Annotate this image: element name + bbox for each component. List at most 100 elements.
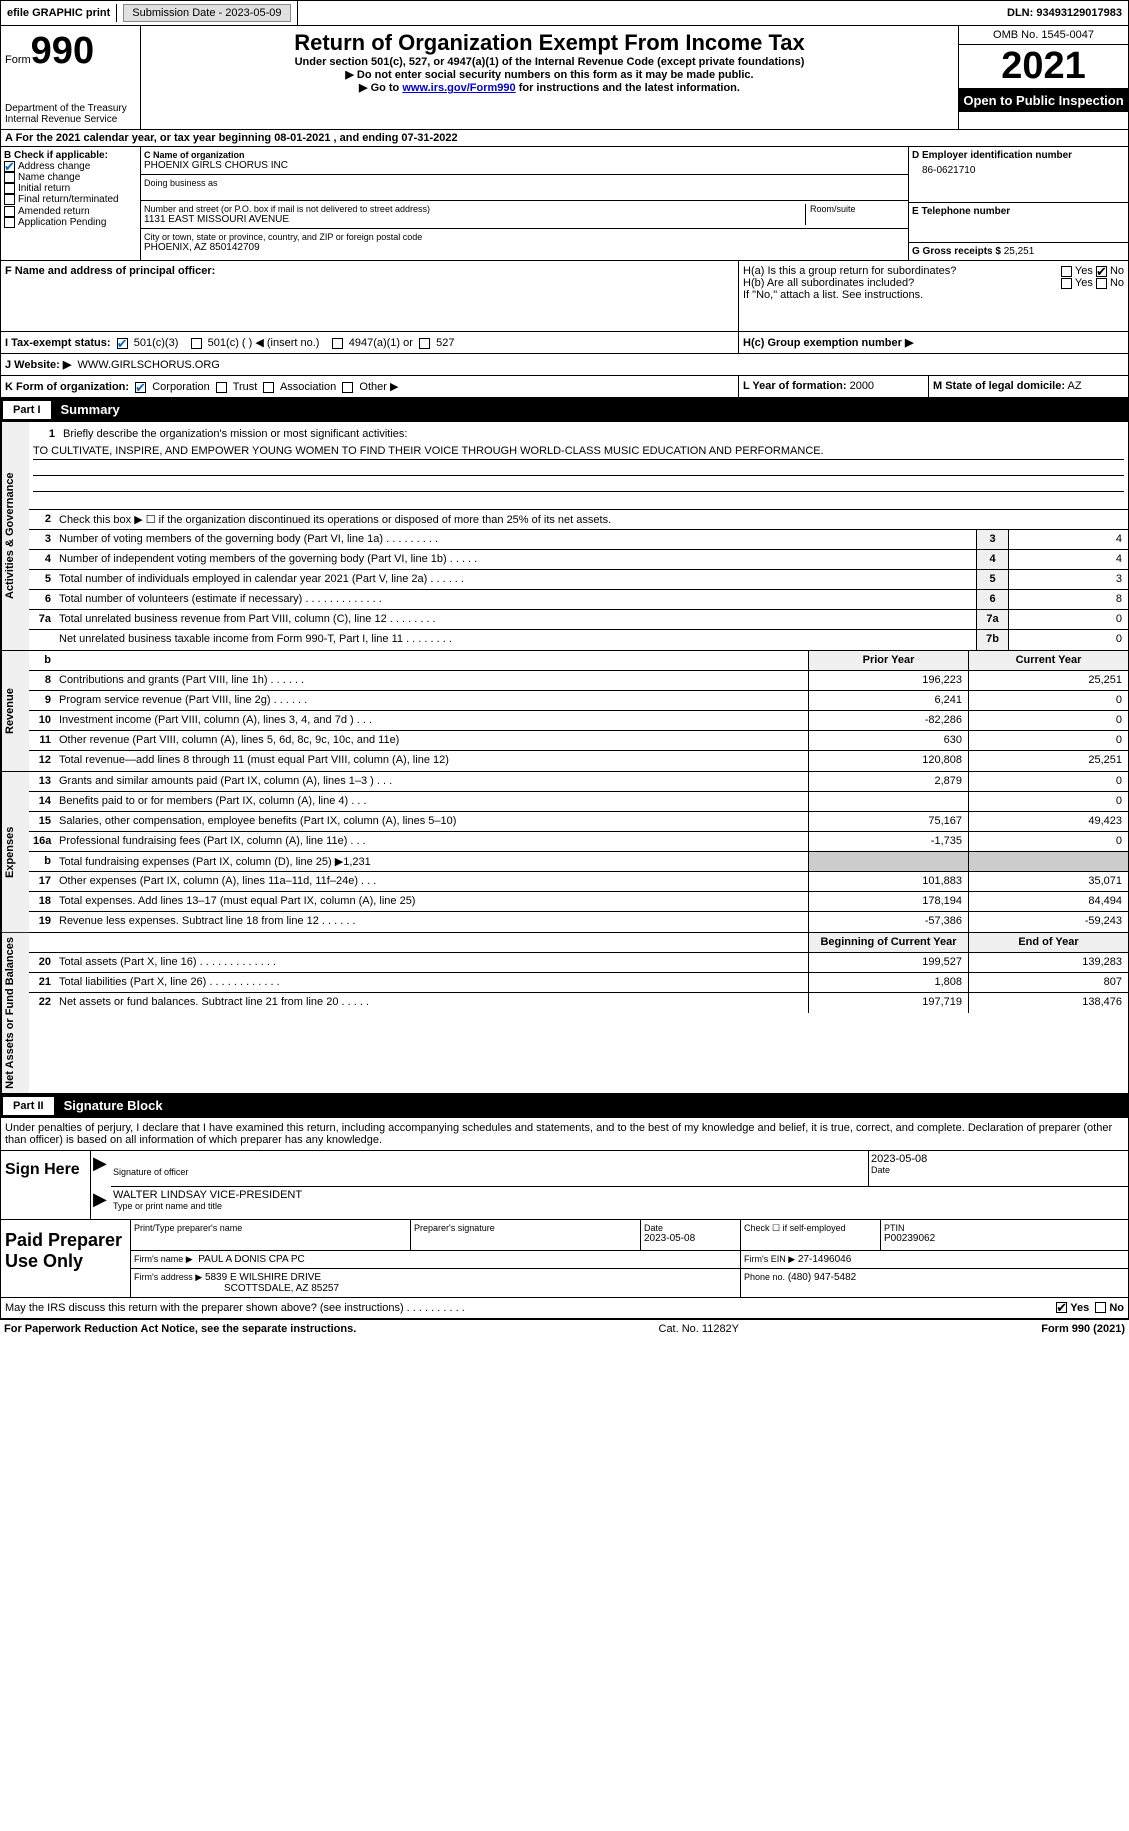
summary-line: 11Other revenue (Part VIII, column (A), … bbox=[29, 731, 1128, 751]
sign-here-label: Sign Here bbox=[1, 1151, 91, 1219]
row-j-website: J Website: ▶ WWW.GIRLSCHORUS.ORG bbox=[0, 354, 1129, 376]
prep-date: 2023-05-08 bbox=[644, 1233, 737, 1244]
vtab-expenses: Expenses bbox=[1, 772, 29, 932]
h-note: If "No," attach a list. See instructions… bbox=[743, 289, 1124, 301]
h-a-yes[interactable] bbox=[1061, 266, 1072, 277]
paperwork-notice: For Paperwork Reduction Act Notice, see … bbox=[4, 1323, 356, 1335]
chk-amended[interactable] bbox=[4, 206, 15, 217]
h-a-label: H(a) Is this a group return for subordin… bbox=[743, 265, 1061, 277]
firm-address-2: SCOTTSDALE, AZ 85257 bbox=[224, 1283, 339, 1294]
gov-line: 7aTotal unrelated business revenue from … bbox=[29, 610, 1128, 630]
org-name: PHOENIX GIRLS CHORUS INC bbox=[144, 160, 905, 171]
gov-line: Net unrelated business taxable income fr… bbox=[29, 630, 1128, 650]
gov-line: 5Total number of individuals employed in… bbox=[29, 570, 1128, 590]
chk-trust[interactable] bbox=[216, 382, 227, 393]
hdr-begin-year: Beginning of Current Year bbox=[808, 933, 968, 952]
h-b-no[interactable] bbox=[1096, 278, 1107, 289]
vtab-governance: Activities & Governance bbox=[1, 422, 29, 650]
efile-cell: efile GRAPHIC print bbox=[1, 4, 117, 22]
street-label: Number and street (or P.O. box if mail i… bbox=[144, 204, 805, 214]
form-ref: Form 990 (2021) bbox=[1041, 1323, 1125, 1335]
section-bcdeg: B Check if applicable: Address change Na… bbox=[0, 147, 1129, 261]
dba-label: Doing business as bbox=[144, 178, 905, 188]
chk-corp[interactable] bbox=[135, 382, 146, 393]
phone-label: E Telephone number bbox=[912, 206, 1125, 217]
h-c-label: H(c) Group exemption number ▶ bbox=[738, 332, 1128, 353]
col-b-checkboxes: B Check if applicable: Address change Na… bbox=[1, 147, 141, 260]
chk-other[interactable] bbox=[342, 382, 353, 393]
summary-line: 21Total liabilities (Part X, line 26) . … bbox=[29, 973, 1128, 993]
chk-pending[interactable] bbox=[4, 217, 15, 228]
hdr-prior-year: Prior Year bbox=[808, 651, 968, 670]
dln-cell: DLN: 93493129017983 bbox=[1001, 4, 1128, 22]
section-governance: Activities & Governance 1Briefly describ… bbox=[0, 422, 1129, 651]
section-revenue: Revenue b Prior Year Current Year 8Contr… bbox=[0, 651, 1129, 772]
chk-name-change[interactable] bbox=[4, 172, 15, 183]
summary-line: 15Salaries, other compensation, employee… bbox=[29, 812, 1128, 832]
sig-officer-label: Signature of officer bbox=[113, 1167, 866, 1177]
officer-name-title: WALTER LINDSAY VICE-PRESIDENT bbox=[113, 1189, 1126, 1201]
h-b-label: H(b) Are all subordinates included? bbox=[743, 277, 1061, 289]
h-a-no[interactable] bbox=[1096, 266, 1107, 277]
ein-label: D Employer identification number bbox=[912, 150, 1125, 161]
chk-4947[interactable] bbox=[332, 338, 343, 349]
top-bar: efile GRAPHIC print Submission Date - 20… bbox=[0, 0, 1129, 26]
discuss-no[interactable] bbox=[1095, 1302, 1106, 1313]
tax-year: 2021 bbox=[959, 45, 1128, 89]
summary-line: 16aProfessional fundraising fees (Part I… bbox=[29, 832, 1128, 852]
city-state-zip: PHOENIX, AZ 850142709 bbox=[144, 242, 905, 253]
vtab-revenue: Revenue bbox=[1, 651, 29, 771]
omb-number: OMB No. 1545-0047 bbox=[959, 26, 1128, 45]
summary-line: 8Contributions and grants (Part VIII, li… bbox=[29, 671, 1128, 691]
mission-text: TO CULTIVATE, INSPIRE, AND EMPOWER YOUNG… bbox=[33, 443, 1124, 460]
row-a-tax-year: A For the 2021 calendar year, or tax yea… bbox=[0, 130, 1129, 147]
chk-initial-return[interactable] bbox=[4, 183, 15, 194]
website-value: WWW.GIRLSCHORUS.ORG bbox=[77, 359, 219, 371]
discuss-yes[interactable] bbox=[1056, 1302, 1067, 1313]
row-f-h: F Name and address of principal officer:… bbox=[0, 261, 1129, 332]
gov-line: 4Number of independent voting members of… bbox=[29, 550, 1128, 570]
ptin-value: P00239062 bbox=[884, 1233, 1125, 1244]
irs-link[interactable]: www.irs.gov/Form990 bbox=[402, 82, 515, 94]
submission-date-button[interactable]: Submission Date - 2023-05-09 bbox=[123, 4, 290, 22]
summary-line: 22Net assets or fund balances. Subtract … bbox=[29, 993, 1128, 1013]
discuss-label: May the IRS discuss this return with the… bbox=[5, 1302, 1056, 1314]
gov-line: 6Total number of volunteers (estimate if… bbox=[29, 590, 1128, 610]
gov-line: 3Number of voting members of the governi… bbox=[29, 530, 1128, 550]
summary-line: 10Investment income (Part VIII, column (… bbox=[29, 711, 1128, 731]
part-i-header: Part I Summary bbox=[0, 398, 1129, 422]
summary-line: 13Grants and similar amounts paid (Part … bbox=[29, 772, 1128, 792]
note-link: ▶ Go to www.irs.gov/Form990 for instruct… bbox=[145, 81, 954, 94]
department: Department of the Treasury Internal Reve… bbox=[5, 103, 136, 125]
chk-501c3[interactable] bbox=[117, 338, 128, 349]
firm-address-1: 5839 E WILSHIRE DRIVE bbox=[205, 1272, 321, 1283]
summary-line: 17Other expenses (Part IX, column (A), l… bbox=[29, 872, 1128, 892]
chk-assoc[interactable] bbox=[263, 382, 274, 393]
chk-527[interactable] bbox=[419, 338, 430, 349]
room-label: Room/suite bbox=[810, 204, 905, 214]
org-name-label: C Name of organization bbox=[144, 150, 905, 160]
main-title: Return of Organization Exempt From Incom… bbox=[145, 30, 954, 56]
self-employed-check[interactable]: Check ☐ if self-employed bbox=[744, 1223, 877, 1234]
summary-line: 9Program service revenue (Part VIII, lin… bbox=[29, 691, 1128, 711]
h-b-yes[interactable] bbox=[1061, 278, 1072, 289]
row-k-l-m: K Form of organization: Corporation Trus… bbox=[0, 376, 1129, 398]
open-to-public: Open to Public Inspection bbox=[959, 89, 1128, 112]
state-domicile: AZ bbox=[1067, 380, 1081, 392]
signature-block: Under penalties of perjury, I declare th… bbox=[0, 1118, 1129, 1319]
principal-officer-label: F Name and address of principal officer: bbox=[5, 265, 215, 277]
summary-line: bTotal fundraising expenses (Part IX, co… bbox=[29, 852, 1128, 872]
chk-501c[interactable] bbox=[191, 338, 202, 349]
gov-line: 2Check this box ▶ ☐ if the organization … bbox=[29, 510, 1128, 530]
cat-number: Cat. No. 11282Y bbox=[659, 1323, 740, 1335]
subtitle: Under section 501(c), 527, or 4947(a)(1)… bbox=[145, 56, 954, 68]
summary-line: 19Revenue less expenses. Subtract line 1… bbox=[29, 912, 1128, 932]
paid-preparer-label: Paid Preparer Use Only bbox=[1, 1220, 131, 1297]
summary-line: 14Benefits paid to or for members (Part … bbox=[29, 792, 1128, 812]
hdr-current-year: Current Year bbox=[968, 651, 1128, 670]
gross-receipts-value: 25,251 bbox=[1004, 246, 1035, 257]
vtab-net-assets: Net Assets or Fund Balances bbox=[1, 933, 29, 1093]
chk-final-return[interactable] bbox=[4, 194, 15, 205]
gross-receipts-label: G Gross receipts $ bbox=[912, 246, 1001, 257]
chk-address-change[interactable] bbox=[4, 161, 15, 172]
